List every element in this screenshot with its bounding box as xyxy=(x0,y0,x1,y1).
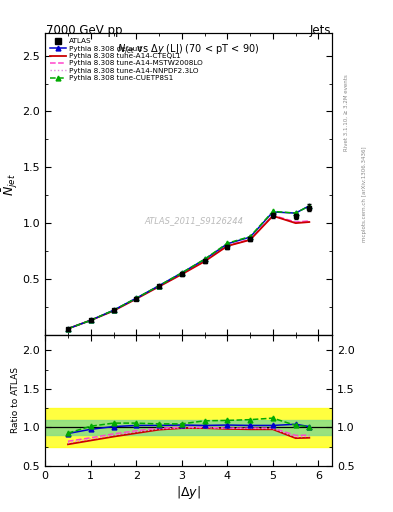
Pythia 8.308 default xyxy=(88,317,93,324)
Pythia 8.308 default xyxy=(111,307,116,313)
Pythia 8.308 tune-A14-NNPDF2.3LO xyxy=(248,237,252,243)
Pythia 8.308 default xyxy=(225,241,230,247)
Pythia 8.308 tune-A14-CTEQL1 xyxy=(180,271,184,278)
Line: Pythia 8.308 default: Pythia 8.308 default xyxy=(66,203,312,331)
Pythia 8.308 tune-A14-CTEQL1 xyxy=(248,237,252,243)
Pythia 8.308 tune-CUETP8S1 xyxy=(111,307,116,313)
Text: Rivet 3.1.10, ≥ 3.2M events: Rivet 3.1.10, ≥ 3.2M events xyxy=(344,74,349,151)
Pythia 8.308 tune-A14-CTEQL1 xyxy=(111,308,116,314)
Pythia 8.308 tune-CUETP8S1 xyxy=(66,326,70,332)
Line: Pythia 8.308 tune-A14-MSTW2008LO: Pythia 8.308 tune-A14-MSTW2008LO xyxy=(68,216,309,329)
Pythia 8.308 tune-A14-NNPDF2.3LO xyxy=(111,308,116,314)
Pythia 8.308 tune-A14-MSTW2008LO xyxy=(270,212,275,219)
Line: Pythia 8.308 tune-A14-CTEQL1: Pythia 8.308 tune-A14-CTEQL1 xyxy=(68,216,309,329)
Text: Jets: Jets xyxy=(309,24,331,37)
Pythia 8.308 tune-A14-MSTW2008LO xyxy=(307,218,312,224)
Pythia 8.308 tune-A14-CTEQL1 xyxy=(202,259,207,265)
Pythia 8.308 tune-A14-CTEQL1 xyxy=(225,243,230,249)
Text: 7000 GeV pp: 7000 GeV pp xyxy=(46,24,123,37)
Pythia 8.308 tune-A14-NNPDF2.3LO xyxy=(180,271,184,277)
Pythia 8.308 tune-A14-MSTW2008LO xyxy=(111,308,116,314)
Pythia 8.308 default xyxy=(66,326,70,332)
Pythia 8.308 tune-A14-NNPDF2.3LO xyxy=(293,220,298,226)
Pythia 8.308 tune-A14-MSTW2008LO xyxy=(66,326,70,332)
Pythia 8.308 tune-A14-MSTW2008LO xyxy=(293,219,298,225)
Line: Pythia 8.308 tune-A14-NNPDF2.3LO: Pythia 8.308 tune-A14-NNPDF2.3LO xyxy=(68,216,309,329)
Pythia 8.308 tune-A14-CTEQL1 xyxy=(270,213,275,219)
Pythia 8.308 tune-A14-MSTW2008LO xyxy=(134,295,139,302)
Text: $N_{jet}$ vs $\Delta y$ (LJ) (70 < pT < 90): $N_{jet}$ vs $\Delta y$ (LJ) (70 < pT < … xyxy=(118,42,260,57)
Pythia 8.308 tune-CUETP8S1 xyxy=(88,317,93,324)
Pythia 8.308 tune-A14-MSTW2008LO xyxy=(157,283,162,289)
Line: Pythia 8.308 tune-CUETP8S1: Pythia 8.308 tune-CUETP8S1 xyxy=(66,203,312,331)
Pythia 8.308 tune-CUETP8S1 xyxy=(225,240,230,246)
Bar xyxy=(45,420,332,435)
Pythia 8.308 tune-CUETP8S1 xyxy=(307,203,312,209)
Pythia 8.308 tune-CUETP8S1 xyxy=(293,210,298,216)
Pythia 8.308 tune-CUETP8S1 xyxy=(270,208,275,215)
Pythia 8.308 default xyxy=(307,203,312,209)
X-axis label: $|\Delta y|$: $|\Delta y|$ xyxy=(176,483,201,501)
Pythia 8.308 tune-A14-CTEQL1 xyxy=(307,219,312,225)
Pythia 8.308 tune-A14-NNPDF2.3LO xyxy=(66,326,70,332)
Pythia 8.308 tune-A14-MSTW2008LO xyxy=(180,271,184,277)
Pythia 8.308 tune-A14-NNPDF2.3LO xyxy=(157,283,162,289)
Text: mcplots.cern.ch [arXiv:1306.3436]: mcplots.cern.ch [arXiv:1306.3436] xyxy=(362,147,367,242)
Y-axis label: $\bar{N}_{jet}$: $\bar{N}_{jet}$ xyxy=(0,173,20,196)
Text: ATLAS_2011_S9126244: ATLAS_2011_S9126244 xyxy=(145,216,244,225)
Pythia 8.308 default xyxy=(270,209,275,215)
Pythia 8.308 tune-A14-NNPDF2.3LO xyxy=(202,258,207,264)
Pythia 8.308 default xyxy=(157,283,162,289)
Pythia 8.308 default xyxy=(134,295,139,301)
Pythia 8.308 tune-CUETP8S1 xyxy=(202,256,207,262)
Pythia 8.308 tune-A14-CTEQL1 xyxy=(134,296,139,302)
Pythia 8.308 tune-A14-CTEQL1 xyxy=(157,284,162,290)
Pythia 8.308 tune-A14-NNPDF2.3LO xyxy=(270,212,275,219)
Pythia 8.308 tune-A14-CTEQL1 xyxy=(293,220,298,226)
Pythia 8.308 tune-A14-NNPDF2.3LO xyxy=(88,317,93,324)
Pythia 8.308 tune-CUETP8S1 xyxy=(134,295,139,301)
Legend: ATLAS, Pythia 8.308 default, Pythia 8.308 tune-A14-CTEQL1, Pythia 8.308 tune-A14: ATLAS, Pythia 8.308 default, Pythia 8.30… xyxy=(49,37,204,82)
Pythia 8.308 default xyxy=(202,257,207,263)
Pythia 8.308 tune-A14-MSTW2008LO xyxy=(88,317,93,324)
Pythia 8.308 tune-CUETP8S1 xyxy=(157,283,162,289)
Pythia 8.308 tune-A14-NNPDF2.3LO xyxy=(134,295,139,302)
Bar xyxy=(45,408,332,446)
Pythia 8.308 tune-A14-MSTW2008LO xyxy=(225,242,230,248)
Pythia 8.308 tune-A14-MSTW2008LO xyxy=(202,258,207,264)
Pythia 8.308 default xyxy=(293,210,298,216)
Pythia 8.308 tune-A14-CTEQL1 xyxy=(88,317,93,324)
Pythia 8.308 tune-A14-NNPDF2.3LO xyxy=(307,219,312,225)
Pythia 8.308 tune-CUETP8S1 xyxy=(248,233,252,240)
Pythia 8.308 tune-A14-MSTW2008LO xyxy=(248,236,252,242)
Pythia 8.308 tune-CUETP8S1 xyxy=(180,270,184,276)
Pythia 8.308 default xyxy=(180,270,184,276)
Pythia 8.308 default xyxy=(248,234,252,240)
Pythia 8.308 tune-A14-NNPDF2.3LO xyxy=(225,243,230,249)
Y-axis label: Ratio to ATLAS: Ratio to ATLAS xyxy=(11,368,20,433)
Pythia 8.308 tune-A14-CTEQL1 xyxy=(66,326,70,332)
